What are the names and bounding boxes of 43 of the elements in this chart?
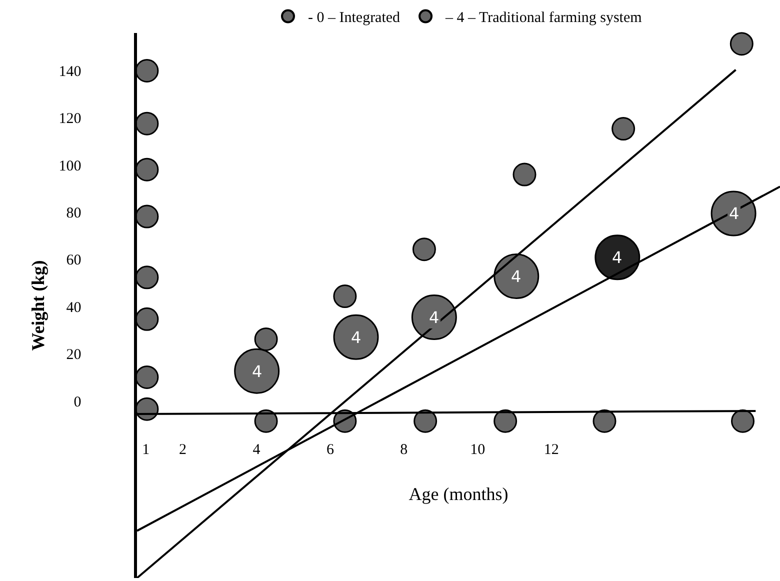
y-tick-label: 0 xyxy=(74,394,82,410)
x-tick-label: 4 xyxy=(252,442,261,458)
point xyxy=(333,284,357,308)
legend-label: – 4 – Traditional farming system xyxy=(444,10,642,26)
point xyxy=(135,112,159,136)
point xyxy=(254,409,278,433)
y-tick-label: 40 xyxy=(66,300,82,316)
point xyxy=(592,409,616,433)
y-tick-label: 80 xyxy=(66,206,82,222)
x-tick-label: 1 xyxy=(142,442,150,458)
x-tick-label: 6 xyxy=(326,442,334,458)
point xyxy=(135,59,159,82)
point xyxy=(135,365,159,389)
point xyxy=(135,266,159,290)
point xyxy=(731,409,755,433)
point xyxy=(512,162,536,186)
point xyxy=(494,409,518,433)
x-axis-title: Age (months) xyxy=(408,484,508,504)
y-tick-label: 100 xyxy=(58,158,82,174)
y-tick-label: 140 xyxy=(58,64,82,80)
point xyxy=(254,327,278,351)
legend-label: - 0 – Integrated xyxy=(308,10,401,26)
y-tick-label: 60 xyxy=(66,252,82,269)
y-axis-title: Weight (kg) xyxy=(28,260,48,351)
point xyxy=(730,32,754,56)
point xyxy=(135,204,159,228)
annotation: 4 xyxy=(729,204,740,223)
point xyxy=(135,158,159,182)
point xyxy=(612,117,636,141)
y-tick-label: 20 xyxy=(66,347,82,364)
point xyxy=(412,238,436,262)
x-tick-label: 2 xyxy=(178,442,186,458)
annotation: 4 xyxy=(429,308,440,327)
x-tick-label: 8 xyxy=(400,442,408,458)
y-tick-label: 120 xyxy=(58,111,82,128)
annotation: 4 xyxy=(612,248,622,267)
annotation: 4 xyxy=(252,362,262,381)
annotation: 4 xyxy=(351,328,362,347)
point xyxy=(414,409,438,433)
annotation: 4 xyxy=(511,267,522,286)
x-tick-label: 12 xyxy=(544,442,559,458)
x-tick-label: 10 xyxy=(470,442,486,458)
point xyxy=(135,307,159,331)
